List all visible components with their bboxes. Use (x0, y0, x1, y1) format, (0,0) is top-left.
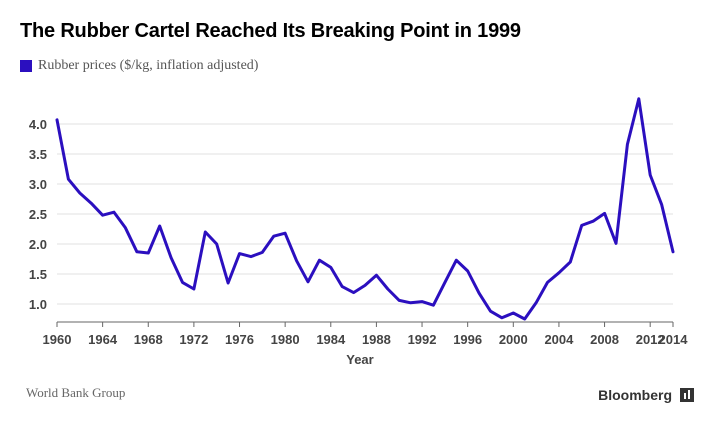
x-tick-label: 1960 (43, 332, 72, 347)
brand-logo-text: Bloomberg (598, 387, 672, 403)
grid-lines (57, 123, 673, 305)
x-tick-label: 2014 (659, 332, 689, 347)
chart-title: The Rubber Cartel Reached Its Breaking P… (20, 20, 521, 42)
series-line-rubber-prices (55, 97, 675, 321)
x-tick-label: 2008 (590, 332, 619, 347)
y-tick-label: 1.5 (29, 267, 47, 282)
x-tick-label: 1964 (88, 332, 118, 347)
y-tick-label: 2.5 (29, 207, 47, 222)
y-tick-label: 3.0 (29, 177, 47, 192)
x-tick-label: 1988 (362, 332, 391, 347)
x-tick-label: 1992 (408, 332, 437, 347)
source-note: World Bank Group (26, 385, 126, 400)
x-tick-label: 1980 (271, 332, 300, 347)
x-tick-label: 1972 (179, 332, 208, 347)
y-axis-ticks: 1.0 1.5 2.0 2.5 3.0 3.5 4.0 (29, 117, 47, 312)
x-tick-label: 1976 (225, 332, 254, 347)
x-tick-label: 2004 (544, 332, 574, 347)
x-tick-label: 1984 (316, 332, 346, 347)
y-tick-label: 1.0 (29, 297, 47, 312)
legend-label: Rubber prices ($/kg, inflation adjusted) (38, 58, 259, 73)
bloomberg-chart-icon (680, 388, 694, 402)
legend-swatch (20, 60, 32, 72)
legend: Rubber prices ($/kg, inflation adjusted) (20, 58, 258, 74)
y-tick-label: 4.0 (29, 117, 47, 132)
y-tick-label: 3.5 (29, 147, 47, 162)
y-tick-label: 2.0 (29, 237, 47, 252)
x-tick-label: 2012 (636, 332, 665, 347)
x-tick-label: 2000 (499, 332, 528, 347)
x-tick-label: 1968 (134, 332, 163, 347)
x-tick-label: 1996 (453, 332, 482, 347)
x-axis-ticks: 1960 1964 1968 1972 1976 1980 1984 1988 1992 1996… (43, 322, 689, 347)
x-axis-label: Year (346, 352, 373, 367)
